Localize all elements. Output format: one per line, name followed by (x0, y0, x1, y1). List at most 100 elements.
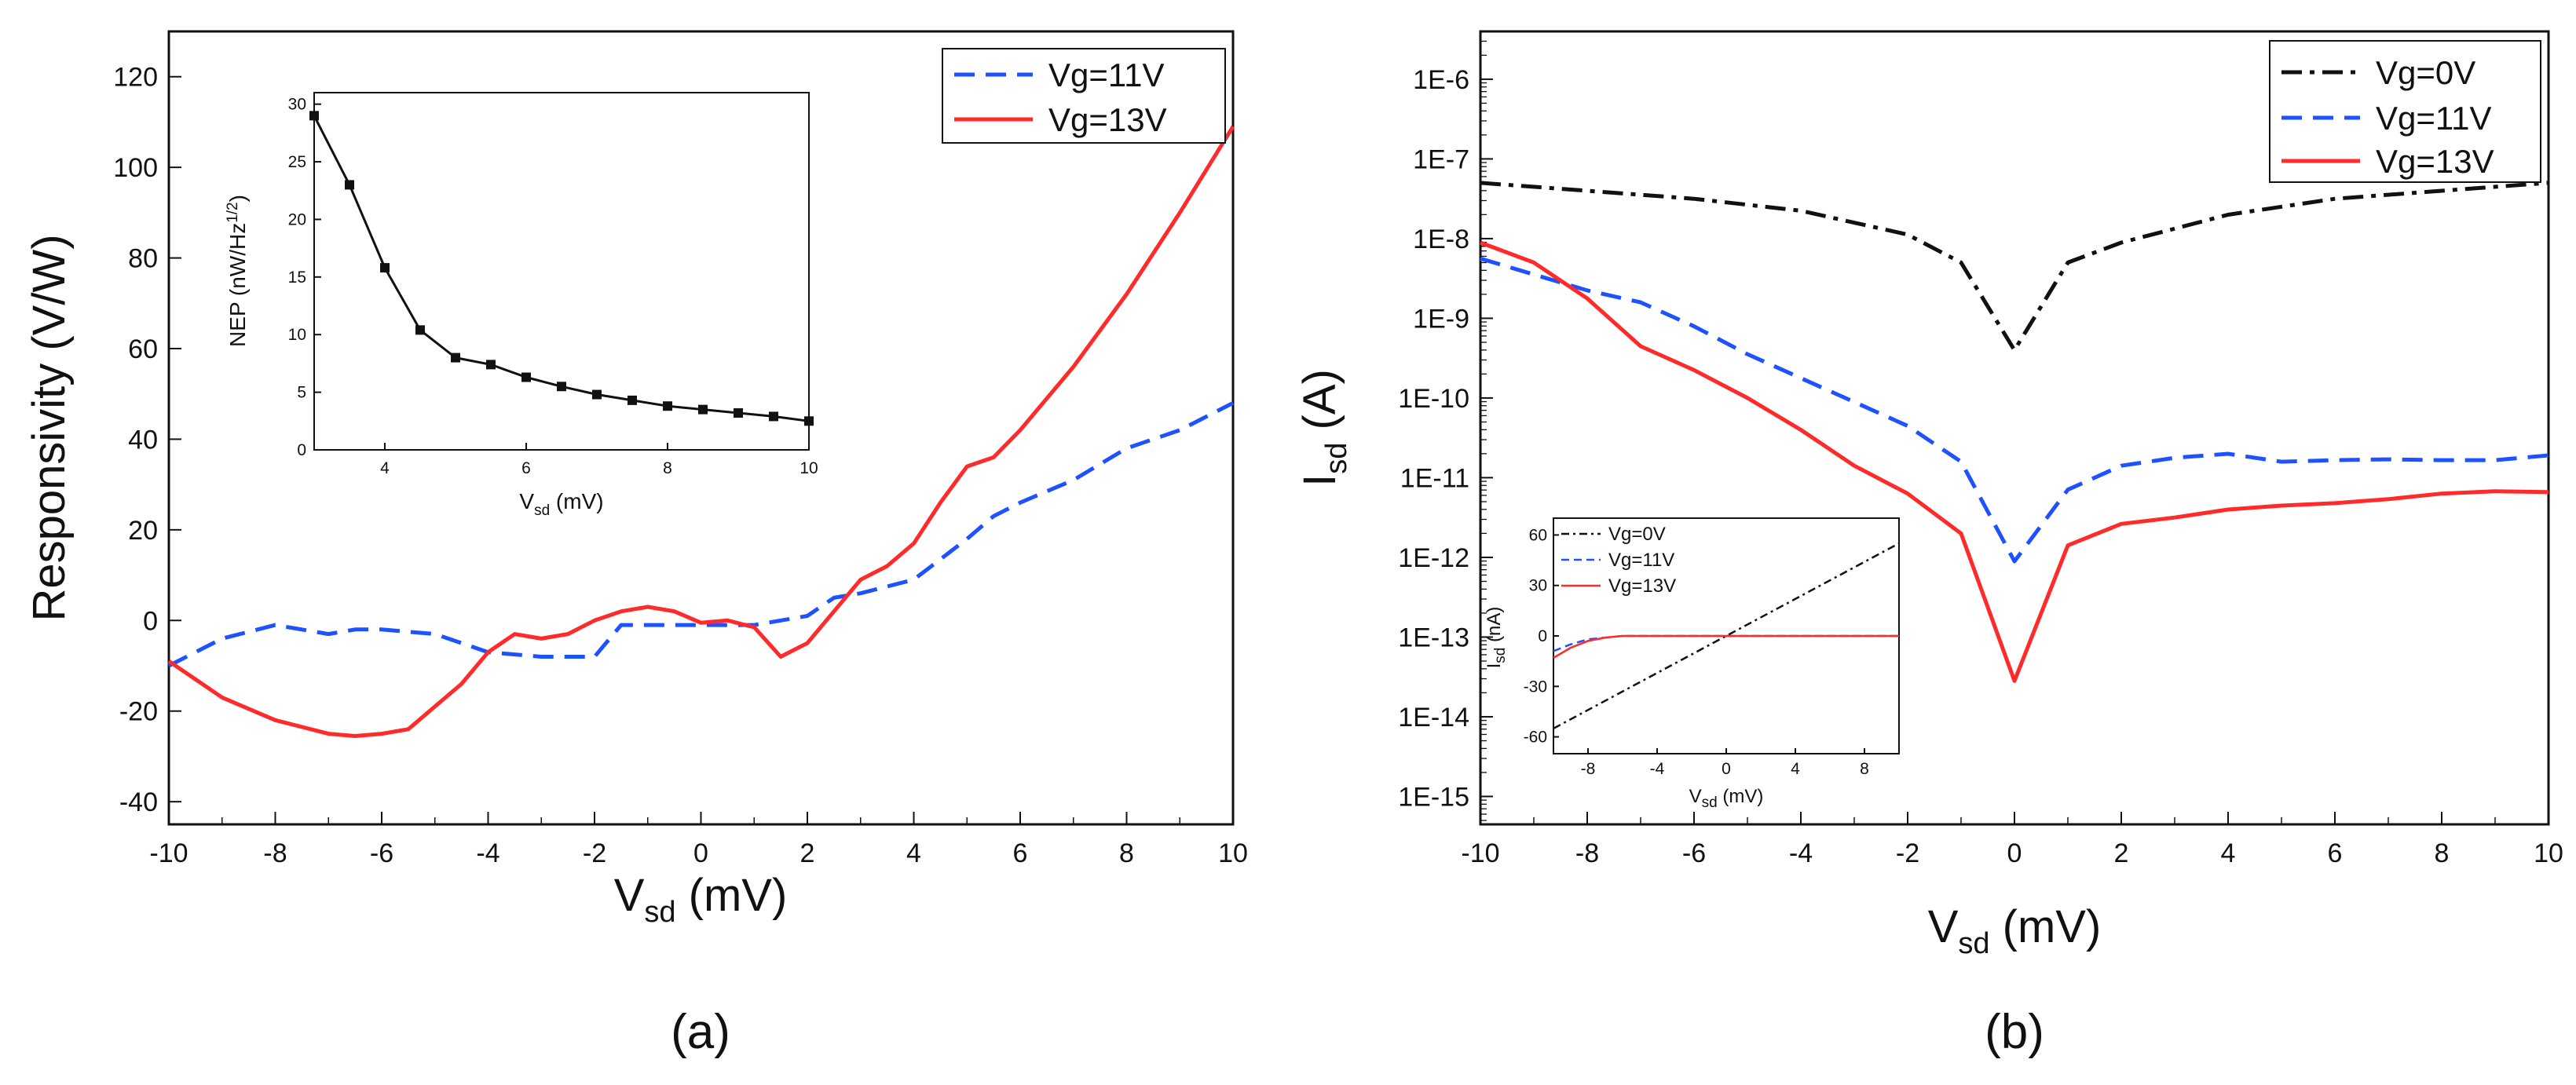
panel-b-x-tick-labels: -10 -8 -6 -4 -2 0 2 4 6 8 10 (1461, 838, 2563, 868)
panel-b-inset-x-tick-label: -8 (1581, 760, 1596, 778)
panel-b-y-tick-label: 1E-15 (1398, 782, 1469, 812)
panel-a-x-tick-label: 4 (906, 838, 921, 868)
panel-b-x-tick-label: 2 (2114, 838, 2129, 868)
panel-a-inset-nep-marker (592, 389, 602, 400)
panel-a-inset-x-tick-label: 8 (663, 459, 672, 477)
panel-a-y-tick-label: 100 (113, 153, 158, 183)
panel-b-inset-y-tick-label: -60 (1524, 729, 1547, 747)
panel-a-inset-y-tick-label: 30 (288, 96, 306, 114)
panel-a-y-tick-label: 40 (128, 425, 158, 455)
panel-a-x-tick-label: -6 (370, 838, 393, 868)
panel-a-inset-nep-marker (521, 372, 531, 382)
panel-a-inset-nep-marker (734, 408, 743, 418)
panel-a-inset-nep-marker (345, 180, 354, 190)
panel-a-inset-nep-marker (663, 401, 672, 411)
panel-b-ticks (1480, 40, 2549, 824)
panel-a-legend-box (942, 48, 1226, 144)
panel-a-y-tick-label: 20 (128, 516, 158, 546)
panel-a-x-tick-label: 0 (693, 838, 708, 868)
panel-b-inset-y-tick-labels: -60 -30 0 30 60 (1524, 526, 1547, 746)
panel-b-legend-label-vg0: Vg=0V (2376, 54, 2475, 91)
panel-b-y-axis-title: Isd (A) (1294, 369, 1353, 487)
panel-a-inset-x-axis-title: Vsd (mV) (519, 489, 603, 519)
panel-a-x-tick-labels: -10 -8 -6 -4 -2 0 2 4 6 8 10 (149, 838, 1247, 868)
panel-b-y-tick-label: 1E-14 (1398, 703, 1469, 732)
panel-a-inset-x-tick-label: 10 (800, 459, 818, 477)
panel-a-inset-y-tick-labels: 0 5 10 15 20 25 30 (288, 96, 306, 459)
panel-b-inset-y-tick-label: 30 (1529, 577, 1547, 595)
panel-a-series-vg-11v (167, 401, 1235, 668)
panel-a-inset-y-tick-label: 0 (297, 441, 306, 459)
panel-b-x-tick-label: -4 (1789, 838, 1813, 868)
panel-b-x-tick-label: -2 (1896, 838, 1919, 868)
panel-a-inset-nep-marker (380, 263, 390, 273)
panel-b-x-tick-label: 6 (2328, 838, 2343, 868)
panel-b-inset-legend-label-vg11: Vg=11V (1608, 550, 1674, 571)
panel-a-inset-y-tick-label: 15 (288, 269, 306, 287)
panel-b-series-vg-11v (1480, 256, 2549, 564)
panel-b-legend-label-vg13: Vg=13V (2376, 143, 2494, 180)
panel-a-inset-y-tick-label: 25 (288, 153, 306, 171)
panel-b-inset-linear: -8 -4 0 4 8 -60 -30 0 30 60 Isd (nA) Vsd (mV) Vg… (1484, 517, 1900, 811)
panel-a-x-tick-label: -10 (149, 838, 188, 868)
panel-a-ticks (168, 75, 1234, 824)
panel-b-y-tick-label: 1E-10 (1398, 384, 1469, 414)
panel-a-y-tick-label: 0 (143, 606, 158, 636)
panel-a-inset-x-tick-label: 6 (521, 459, 531, 477)
panel-b-inset-y-tick-label: 60 (1529, 526, 1547, 544)
panel-b-inset-legend: Vg=0V Vg=11V Vg=13V (1561, 524, 1676, 597)
panel-a-inset-nep: 4 6 8 10 0 5 10 15 20 25 30 NEP (nW/Hz1/2) Vsd (m… (225, 92, 818, 519)
panel-a-inset-nep-marker (628, 395, 637, 405)
panel-b-x-tick-label: -10 (1461, 838, 1499, 868)
panel-b-caption: (b) (1985, 1005, 2044, 1059)
panel-b-series-vg-13v (1480, 240, 2549, 683)
panel-b-inset-x-tick-labels: -8 -4 0 4 8 (1581, 760, 1869, 778)
panel-b-legend: Vg=0V Vg=11V Vg=13V (2269, 40, 2541, 183)
panel-b-x-tick-label: 4 (2221, 838, 2236, 868)
panel-a-inset-series (309, 111, 814, 426)
panel-a-inset-y-axis-title: NEP (nW/Hz1/2) (225, 195, 250, 347)
panel-a-inset-x-tick-labels: 4 6 8 10 (380, 459, 818, 477)
panel-a-inset-nep-marker (769, 411, 778, 422)
panel-b-y-tick-label: 1E-13 (1398, 623, 1469, 652)
panel-b-inset-y-tick-label: 0 (1538, 627, 1547, 645)
panel-a-x-tick-label: 10 (1218, 838, 1248, 868)
panel-b-inset-x-axis-title: Vsd (mV) (1689, 786, 1764, 811)
panel-b-series-vg-0v (1480, 181, 2549, 353)
panel-b-inset-legend-label-vg0: Vg=0V (1608, 524, 1666, 545)
panel-a-inset-nep-marker (557, 382, 566, 392)
panel-b-inset-x-tick-label: 8 (1860, 760, 1869, 778)
panel-a-x-axis-title: Vsd (mV) (614, 870, 788, 929)
panel-b-x-tick-label: -8 (1575, 838, 1599, 868)
panel-b-series (1480, 181, 2549, 683)
panel-b-x-axis-title: Vsd (mV) (1928, 901, 2102, 960)
panel-a-inset-nep-marker (415, 325, 425, 335)
panel-a-x-tick-label: 6 (1013, 838, 1028, 868)
panel-a-inset-y-tick-label: 5 (297, 384, 306, 402)
panel-a-legend: Vg=11V Vg=13V (942, 48, 1226, 144)
panel-a-x-tick-label: -2 (583, 838, 606, 868)
panel-a-legend-label-vg13: Vg=13V (1048, 101, 1167, 138)
panel-b-legend-box (2269, 40, 2541, 183)
panel-b-inset-x-tick-label: 4 (1791, 760, 1800, 778)
panel-b-inset-y-tick-label: -30 (1524, 678, 1547, 696)
panel-b-inset-series (1553, 542, 1900, 730)
panel-a-x-tick-label: -4 (476, 838, 499, 868)
panel-b-inset-x-tick-label: -4 (1650, 760, 1665, 778)
panel-a-y-tick-label: 120 (113, 63, 158, 93)
panel-a-inset-nep-marker (804, 416, 814, 426)
panel-b-y-tick-label: 1E-8 (1413, 225, 1469, 254)
panel-a-inset-nep-marker (451, 353, 460, 363)
panel-a-y-axis-title: Responsivity (V/W) (24, 234, 75, 621)
panel-b-inset-y-axis-title: Isd (nA) (1484, 607, 1509, 669)
panel-a-x-tick-label: 2 (800, 838, 815, 868)
panel-a: -10 -8 -6 -4 -2 0 2 4 6 8 10 -40-20020406080100120… (24, 30, 1248, 1059)
panel-b-y-tick-label: 1E-12 (1398, 543, 1469, 573)
panel-b-inset-legend-label-vg13: Vg=13V (1608, 575, 1676, 597)
panel-b-inset-x-tick-label: 0 (1722, 760, 1731, 778)
panel-a-series (167, 125, 1235, 738)
panel-a-series-vg-13v (167, 125, 1235, 738)
panel-a-x-tick-label: 8 (1119, 838, 1134, 868)
panel-b-inset-ticks (1553, 534, 1865, 754)
